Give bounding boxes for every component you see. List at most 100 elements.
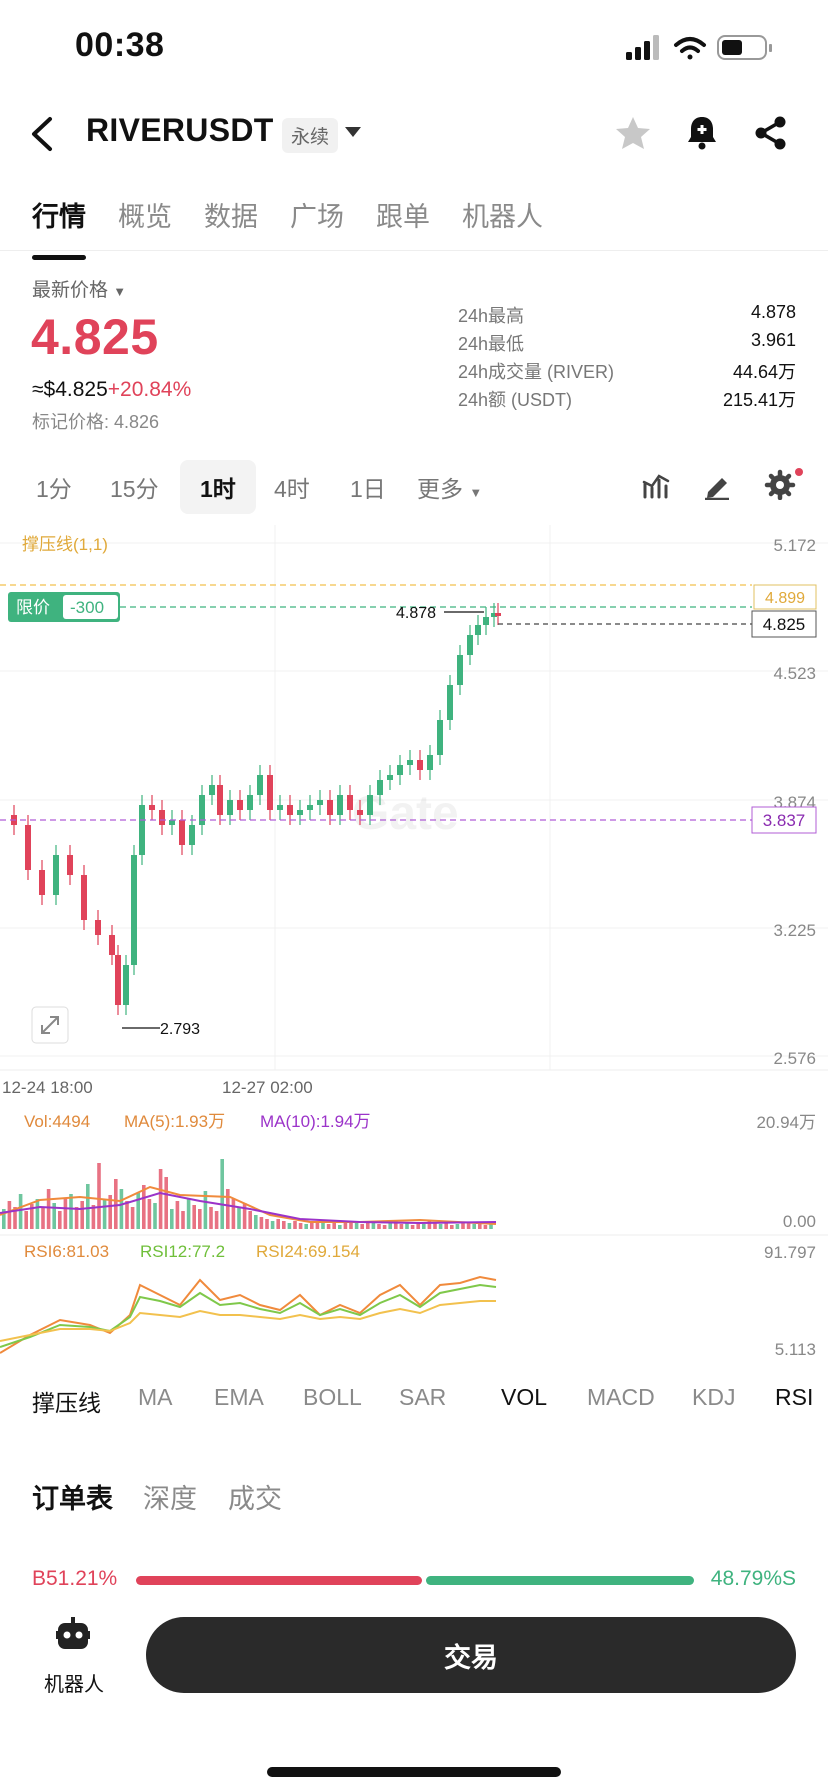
volume-bars xyxy=(2,1159,493,1229)
tab-bots[interactable]: 机器人 xyxy=(462,202,543,232)
levels xyxy=(0,584,752,821)
candle xyxy=(437,720,443,755)
volume-bar xyxy=(343,1223,348,1229)
volume-bar xyxy=(147,1199,152,1229)
candle xyxy=(123,965,129,1005)
limit-order-tag[interactable]: 限价 -300 xyxy=(8,592,120,622)
ind-ma[interactable]: MA xyxy=(138,1384,173,1410)
candle xyxy=(149,805,155,810)
pair-dropdown-icon[interactable] xyxy=(344,126,362,138)
volume-bar xyxy=(254,1215,258,1229)
chart-settings-icon[interactable] xyxy=(764,466,804,500)
volume-bar xyxy=(310,1222,314,1229)
ind-sar[interactable]: SAR xyxy=(399,1384,447,1410)
tab-depth[interactable]: 深度 xyxy=(143,1484,197,1514)
trade-button[interactable]: 交易 xyxy=(146,1617,796,1693)
ind-kdj[interactable]: KDJ xyxy=(692,1384,736,1410)
candle xyxy=(367,795,373,815)
rsi6-line xyxy=(0,1275,497,1354)
rsi12-label: RSI12:77.2 xyxy=(140,1242,225,1261)
support-tag: 3.837 xyxy=(751,806,817,834)
vol-axis-bottom: 0.00 xyxy=(783,1212,816,1231)
candle xyxy=(237,800,243,810)
volume-bar xyxy=(2,1209,6,1229)
tab-data[interactable]: 数据 xyxy=(204,202,258,232)
price-alert-icon[interactable] xyxy=(686,114,718,152)
ind-ema[interactable]: EMA xyxy=(214,1384,264,1410)
tab-trades[interactable]: 成交 xyxy=(228,1484,282,1514)
ind-vol[interactable]: VOL xyxy=(501,1384,548,1410)
price-tick: 4.523 xyxy=(773,664,816,683)
expand-chart-button[interactable] xyxy=(31,1006,69,1044)
volume-bar xyxy=(248,1211,252,1229)
draw-tool-icon[interactable] xyxy=(703,470,731,500)
volume-bar xyxy=(214,1211,219,1229)
volume-bar xyxy=(483,1225,488,1229)
volume-bar xyxy=(52,1203,56,1229)
back-icon[interactable] xyxy=(28,116,56,152)
tf-1h[interactable]: 1时 xyxy=(180,460,256,514)
price-tick: 5.172 xyxy=(773,536,816,555)
tab-order-book[interactable]: 订单表 xyxy=(32,1484,113,1514)
svg-text:3.837: 3.837 xyxy=(763,811,806,830)
buy-sell-ratio: B51.21% 48.79%S xyxy=(32,1565,796,1595)
ind-support-resistance[interactable]: 撑压线 xyxy=(32,1390,101,1416)
robot-icon[interactable] xyxy=(56,1617,90,1651)
indicator-label: 撑压线(1,1) xyxy=(22,535,108,554)
robot-label[interactable]: 机器人 xyxy=(44,1674,104,1696)
candle xyxy=(131,855,137,965)
star-icon[interactable] xyxy=(614,115,652,151)
pair-title[interactable]: RIVERUSDT xyxy=(86,112,274,148)
volume-bar xyxy=(203,1191,208,1229)
candles xyxy=(11,603,501,1015)
volume-bar xyxy=(388,1223,392,1229)
main-tabs: 行情 概览 数据 广场 跟单 机器人 xyxy=(32,195,575,260)
svg-text:2.793: 2.793 xyxy=(160,1021,200,1038)
home-indicator xyxy=(267,1767,561,1777)
tab-square[interactable]: 广场 xyxy=(290,202,344,232)
tab-copy-trading[interactable]: 跟单 xyxy=(376,202,430,232)
tf-more[interactable]: 更多 ▼ xyxy=(417,476,483,502)
volume-bar xyxy=(276,1219,280,1229)
volume-bar xyxy=(80,1201,84,1229)
tf-1m[interactable]: 1分 xyxy=(36,476,72,502)
last-price-label[interactable]: 最新价格 ▼ xyxy=(32,280,127,301)
volume-bar xyxy=(142,1185,146,1229)
volume-bar xyxy=(315,1223,320,1229)
candle xyxy=(377,780,383,795)
volume-bar xyxy=(97,1163,101,1229)
share-icon[interactable] xyxy=(754,116,788,150)
volume-panel: Vol:4494 MA(5):1.93万 MA(10):1.94万 20.94万… xyxy=(0,1112,816,1231)
candle xyxy=(169,820,175,825)
volume-bar xyxy=(231,1199,236,1229)
notification-dot xyxy=(795,468,803,476)
ind-boll[interactable]: BOLL xyxy=(303,1384,362,1410)
volume-bar xyxy=(119,1189,124,1229)
candle xyxy=(357,810,363,815)
price-chart[interactable]: Gate 撑压线(1,1) 限价 -300 4.878 2.793 5.172 … xyxy=(0,525,828,1365)
volume-bar xyxy=(175,1201,180,1229)
volume-bar xyxy=(354,1223,359,1229)
vol-ma5-line xyxy=(0,1185,497,1225)
tf-15m[interactable]: 15分 xyxy=(110,476,159,502)
candle xyxy=(159,810,165,825)
candle xyxy=(387,775,393,780)
volume-bar xyxy=(349,1221,353,1229)
limit-qty: -300 xyxy=(70,598,104,617)
tab-overview[interactable]: 概览 xyxy=(118,202,172,232)
vol-axis-top: 20.94万 xyxy=(756,1113,816,1132)
volume-bar xyxy=(69,1194,73,1229)
indicators-icon[interactable] xyxy=(642,470,670,500)
volume-bar xyxy=(438,1224,443,1229)
volume-bar xyxy=(478,1223,482,1229)
tf-4h[interactable]: 4时 xyxy=(274,476,310,502)
ind-macd[interactable]: MACD xyxy=(587,1384,655,1410)
status-icons xyxy=(626,35,772,60)
tab-market[interactable]: 行情 xyxy=(32,195,86,260)
ind-rsi[interactable]: RSI xyxy=(775,1384,814,1410)
signal-icon xyxy=(626,35,659,60)
volume-bar xyxy=(371,1223,376,1229)
volume-bar xyxy=(58,1211,62,1229)
resist-tag: 4.899 xyxy=(753,584,817,610)
tf-1d[interactable]: 1日 xyxy=(350,476,386,502)
